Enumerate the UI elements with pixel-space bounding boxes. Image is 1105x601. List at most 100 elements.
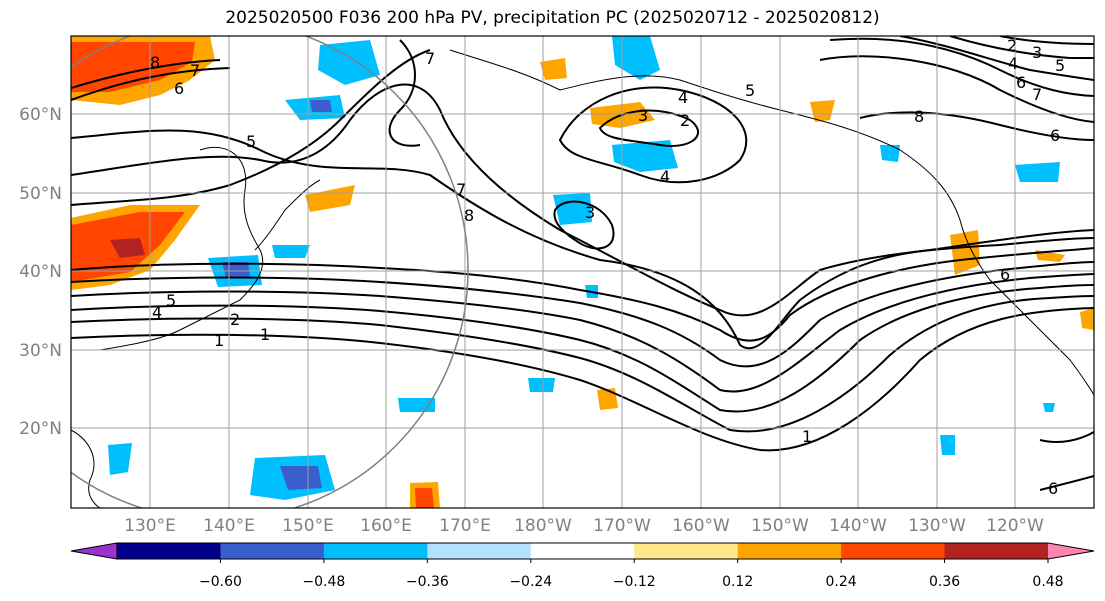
pv-contour <box>553 200 615 250</box>
lon-label: 130°E <box>124 516 176 536</box>
precip-blob <box>553 193 592 225</box>
lat-label: 20°N <box>19 419 62 439</box>
lon-label: 170°W <box>593 516 651 536</box>
longitude-labels: 130°E 140°E 150°E 160°E 170°E 180°W 170°… <box>124 516 1044 536</box>
contour-label: 6 <box>1050 126 1060 145</box>
precip-blob <box>415 488 434 508</box>
precip-blob <box>1015 162 1060 182</box>
pv-contour <box>829 37 1094 97</box>
precip-blob <box>540 58 567 80</box>
lon-label: 160°E <box>360 516 412 536</box>
contour-label: 8 <box>914 107 924 126</box>
colorbar-tick-label: −0.60 <box>199 574 242 590</box>
pv-contour <box>71 261 1094 368</box>
colorbar-tick-label: 0.36 <box>929 574 960 590</box>
pv-contour <box>598 109 699 147</box>
lon-label: 120°W <box>986 516 1044 536</box>
map-frame <box>70 35 1095 509</box>
latitude-labels: 60°N 50°N 40°N 30°N 20°N <box>19 105 62 439</box>
contour-label: 2 <box>230 310 240 329</box>
colorbar-segment <box>117 543 221 559</box>
colorbar-tick-label: −0.48 <box>302 574 345 590</box>
pv-contour <box>71 59 221 89</box>
precip-blob <box>810 100 835 122</box>
precip-blob <box>305 185 355 212</box>
contour-label: 7 <box>190 61 200 80</box>
contour-label: 4 <box>660 167 670 186</box>
contour-label: 7 <box>1032 85 1042 104</box>
precip-blob <box>310 100 332 112</box>
colorbar-tick-label: 0.12 <box>722 574 753 590</box>
contour-label: 3 <box>1032 43 1042 62</box>
asia-coastline <box>99 146 264 351</box>
colorbar-segment <box>530 543 635 559</box>
lon-label: 140°W <box>829 516 887 536</box>
precip-blob <box>612 36 660 80</box>
precip-positive-shading <box>71 36 1094 508</box>
precip-blob <box>950 230 980 275</box>
lat-label: 60°N <box>19 105 62 125</box>
contour-label: 8 <box>150 53 160 72</box>
pv-contour <box>388 39 421 147</box>
lon-label: 160°W <box>672 516 730 536</box>
colorbar-tick-label: −0.36 <box>406 574 449 590</box>
colorbar-segment <box>841 543 946 559</box>
contour-label: 6 <box>1048 479 1058 498</box>
contour-label: 6 <box>1016 73 1026 92</box>
lat-label: 50°N <box>19 184 62 204</box>
japan-coastline <box>254 179 321 251</box>
precip-blob <box>398 398 435 412</box>
pv-contour <box>71 83 1094 317</box>
contour-label: 1 <box>260 325 270 344</box>
contour-label: 2 <box>680 111 690 130</box>
alaska-coastline <box>449 49 561 91</box>
gridlines <box>71 36 1094 508</box>
lon-label: 180°W <box>514 516 572 536</box>
contour-label: 4 <box>152 303 162 322</box>
precip-blob <box>880 145 900 162</box>
colorbar-outline <box>116 542 1095 560</box>
colorbar-segment <box>634 543 739 559</box>
lon-label: 140°E <box>203 516 255 536</box>
colorbar: −0.60 −0.48 −0.36 −0.24 −0.12 0.12 0.24 0.36 0.4… <box>70 542 1095 590</box>
pv-contour <box>71 247 1094 342</box>
contour-label: 6 <box>1000 265 1010 284</box>
contour-label: 7 <box>456 180 466 199</box>
contour-label: 6 <box>174 79 184 98</box>
lon-label: 130°W <box>908 516 966 536</box>
contour-label: 5 <box>166 291 176 310</box>
contour-label: 1 <box>214 331 224 350</box>
pv-contour <box>1039 431 1094 443</box>
colorbar-segments <box>71 543 1094 559</box>
precip-blob <box>110 238 145 258</box>
lat-label: 30°N <box>19 341 62 361</box>
pv-contour <box>949 36 1094 60</box>
pv-contour <box>71 295 1094 433</box>
precip-blob <box>1080 308 1094 330</box>
pv-contour <box>899 36 1094 81</box>
north-america-coastline <box>559 75 1094 396</box>
lon-label: 150°W <box>751 516 809 536</box>
pv-contour <box>71 67 231 101</box>
precip-blob <box>318 40 380 85</box>
contour-label: 4 <box>1008 54 1018 73</box>
colorbar-segment <box>323 543 428 559</box>
contour-label: 2 <box>1007 36 1017 55</box>
colorbar-segment <box>427 543 532 559</box>
pv-contour <box>71 273 1094 393</box>
philippines-coastline <box>71 429 101 508</box>
precip-blob <box>272 245 310 258</box>
pv-contour <box>71 284 1094 413</box>
precip-blob <box>528 378 555 392</box>
coastlines <box>71 49 1094 508</box>
pv-contour <box>999 36 1094 45</box>
precip-blob <box>280 466 322 490</box>
precip-blob <box>1043 403 1055 412</box>
pv-contour <box>819 55 1094 123</box>
precip-blob <box>108 443 132 475</box>
colorbar-tick-label: 0.24 <box>826 574 857 590</box>
lon-label: 150°E <box>282 516 334 536</box>
lon-label: 170°E <box>439 516 491 536</box>
contour-label: 3 <box>638 106 648 125</box>
